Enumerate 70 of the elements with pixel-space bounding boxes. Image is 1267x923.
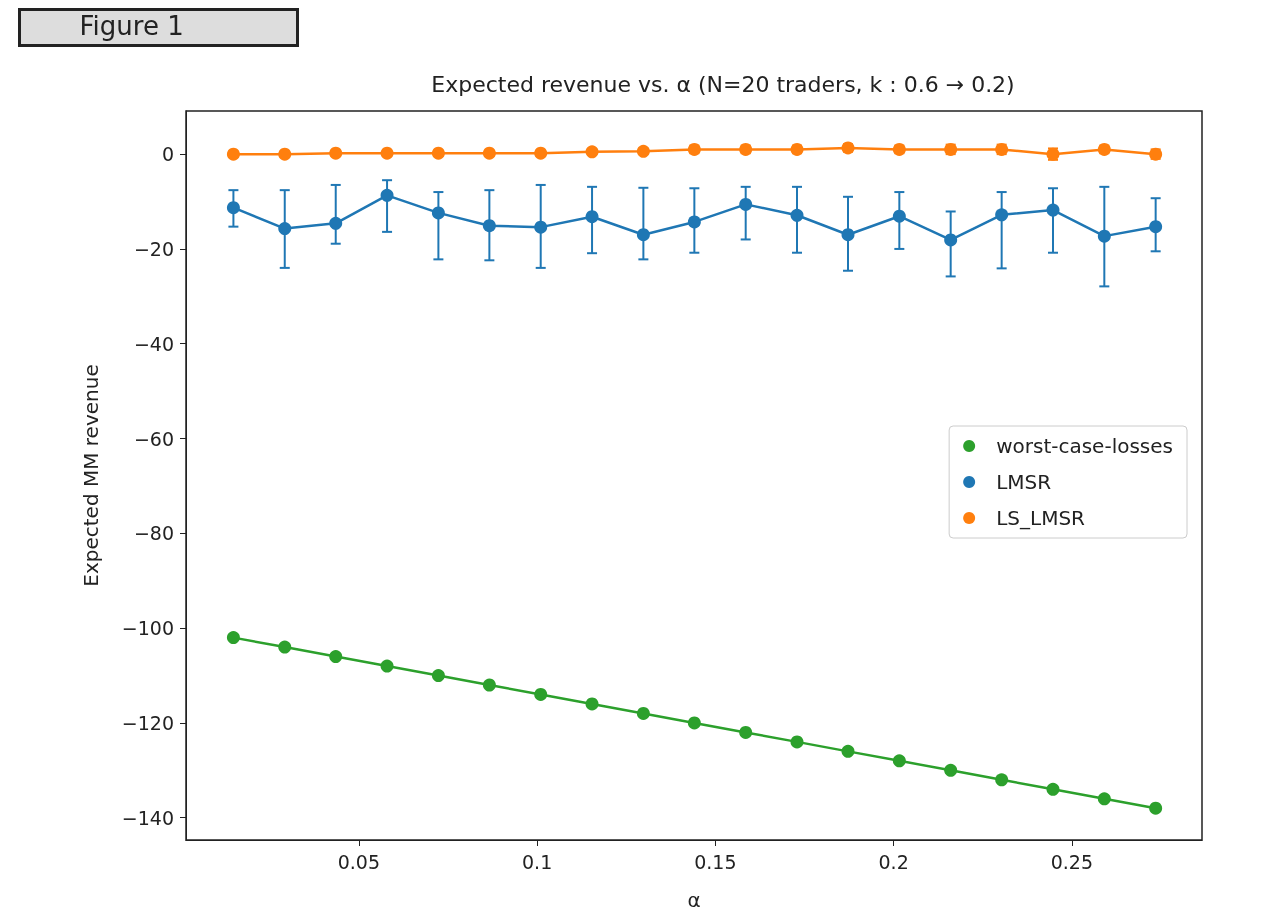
point [278,640,292,654]
point [431,206,445,220]
chart-title: Expected revenue vs. α (N=20 traders, k : 0.6 → 0.2) [431,71,1015,97]
point [534,146,548,160]
legend-label: worst-case-losses [996,434,1174,458]
point [585,210,599,224]
point [278,222,292,236]
point [739,725,753,739]
x-tick-label: 0.05 [337,850,381,873]
point [226,631,240,645]
point [995,142,1009,156]
point [892,209,906,223]
point [636,144,650,158]
point [329,216,343,230]
point [1149,801,1163,815]
point [944,233,958,247]
legend-label: LS_LMSR [996,506,1086,530]
point [995,208,1009,222]
point [636,706,650,720]
point [329,146,343,160]
y-tick-label: −140 [121,806,174,829]
y-tick-label: −120 [121,711,174,734]
x-tick-label: 0.25 [1050,850,1094,873]
point [944,763,958,777]
x-tick-label: 0.1 [522,850,553,873]
point [1097,229,1111,243]
point [431,669,445,683]
caption: Figure 1 [79,10,184,41]
y-axis-title: Expected MM revenue [79,364,103,587]
y-tick-label: −80 [133,522,174,545]
point [380,146,394,160]
point [790,735,804,749]
x-tick-label: 0.15 [694,850,737,873]
point [226,147,240,161]
point [431,146,445,160]
point [636,228,650,242]
point [995,773,1009,787]
x-axis-title: α [687,888,701,912]
point [534,687,548,701]
point [482,219,496,233]
point [329,650,343,664]
point [1046,203,1060,217]
point [687,215,701,229]
x-tick-label: 0.2 [878,850,909,873]
point [892,754,906,768]
y-tick-label: −100 [121,617,174,640]
point [380,659,394,673]
point [1046,782,1060,796]
point [534,220,548,234]
y-tick-label: 0 [161,143,174,166]
point [1149,220,1163,234]
point [482,146,496,160]
point [841,141,855,155]
point [585,145,599,159]
point [790,208,804,222]
point [482,678,496,692]
point [841,228,855,242]
legend-label: LMSR [996,470,1052,494]
y-tick-label: −60 [133,427,174,450]
point [1097,792,1111,806]
point [226,201,240,215]
point [380,188,394,202]
point [687,716,701,730]
point [944,142,958,156]
point [739,197,753,211]
y-tick-label: −20 [133,237,174,260]
point [278,147,292,161]
point [585,697,599,711]
y-tick-label: −40 [133,332,174,355]
point [841,744,855,758]
